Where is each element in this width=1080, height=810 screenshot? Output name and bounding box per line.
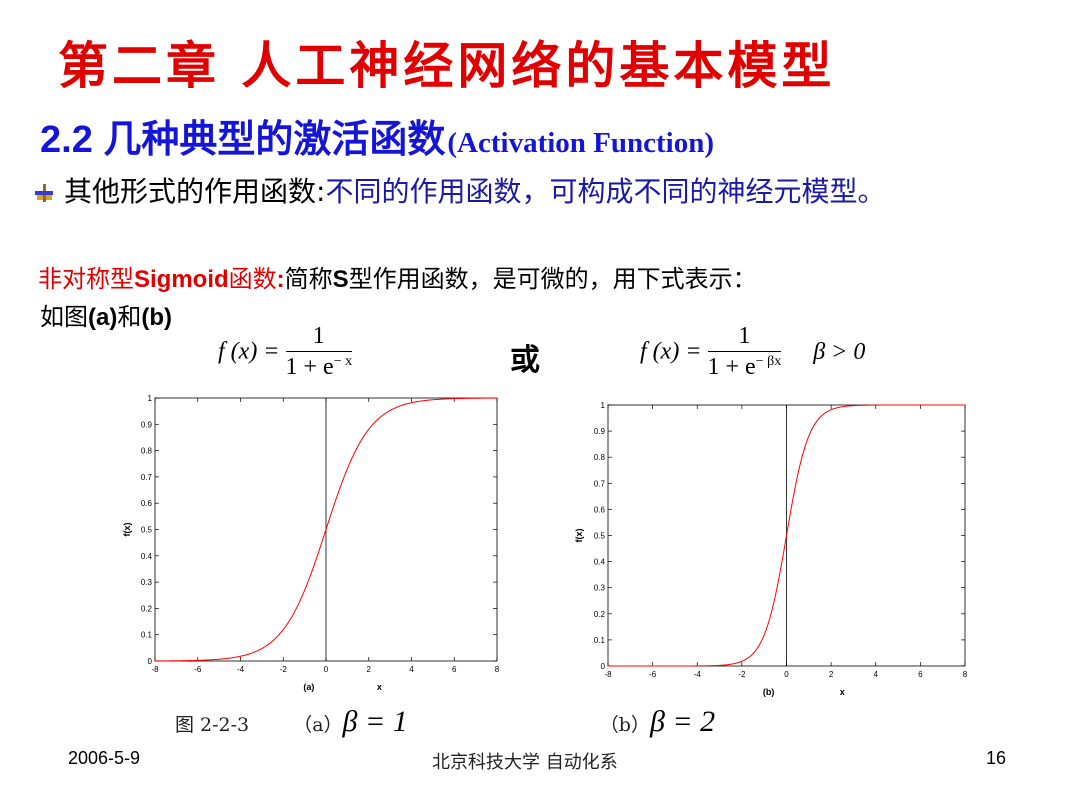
sigmoid-desc-2: 型作用函数，是可微的，用下式表示： bbox=[348, 265, 757, 293]
formula-b-lhs: f (x) = bbox=[640, 338, 702, 365]
y-tick-label: 0.9 bbox=[141, 420, 153, 429]
footer-date: 2006-5-9 bbox=[68, 748, 141, 768]
x-tick-label: -6 bbox=[194, 665, 202, 674]
formula-a-denominator: 1 + e− x bbox=[286, 352, 353, 381]
or-label: 或 bbox=[510, 343, 540, 378]
y-tick-label: 0.8 bbox=[141, 447, 153, 456]
x-tick-label: 0 bbox=[324, 665, 329, 674]
x-tick-label: -2 bbox=[738, 670, 746, 679]
y-tick-label: 0.9 bbox=[594, 427, 606, 436]
x-tick-label: -6 bbox=[649, 670, 657, 679]
formula-b-condition: β > 0 bbox=[813, 338, 866, 365]
figref-text-2: 和 bbox=[117, 303, 142, 331]
figure-caption: 图 2-2-3 （a）β = 1 （b）β = 2 bbox=[175, 705, 715, 739]
y-tick-label: 0.5 bbox=[141, 526, 153, 535]
y-tick-label: 0.5 bbox=[594, 532, 606, 541]
formula-b-fraction: 1 1 + e− βx bbox=[707, 323, 782, 381]
y-tick-label: 0.7 bbox=[141, 473, 153, 482]
formula-a-numerator: 1 bbox=[285, 323, 353, 352]
y-tick-label: 0 bbox=[601, 662, 606, 671]
x-tick-label: -4 bbox=[694, 670, 702, 679]
formula-b: f (x) = 1 1 + e− βx β > 0 bbox=[640, 323, 865, 381]
y-tick-label: 0.4 bbox=[594, 558, 606, 567]
y-tick-label: 0.2 bbox=[141, 604, 153, 613]
subtitle-main: 2.2 几种典型的激活函数 bbox=[40, 119, 446, 161]
footer-page-number: 16 bbox=[986, 748, 1007, 768]
formula-a-den-base: 1 + e bbox=[285, 354, 334, 380]
bullet-paragraph: 其他形式的作用函数:不同的作用函数，可构成不同的神经元模型。 bbox=[34, 175, 1034, 208]
sigmoid-label-cn1: 非对称型 bbox=[38, 265, 134, 293]
formula-a-fraction: 1 1 + e− x bbox=[285, 323, 353, 381]
y-tick-label: 0.7 bbox=[594, 479, 606, 488]
y-tick-label: 0.4 bbox=[141, 552, 153, 561]
panel-label: (b) bbox=[763, 687, 775, 697]
figref-a: (a) bbox=[88, 304, 118, 331]
x-tick-label: -8 bbox=[604, 670, 612, 679]
panel-label: (a) bbox=[303, 682, 314, 692]
formula-a: f (x) = 1 1 + e− x bbox=[218, 323, 353, 381]
formula-b-den-base: 1 + e bbox=[707, 354, 756, 380]
figref-b: (b) bbox=[141, 304, 172, 331]
y-tick-label: 0.2 bbox=[594, 610, 606, 619]
x-tick-label: 4 bbox=[409, 665, 414, 674]
caption-b-label: （b） bbox=[599, 714, 650, 736]
sigmoid-curve bbox=[608, 404, 965, 667]
caption-a-label: （a） bbox=[293, 714, 343, 736]
sigmoid-desc-s: S bbox=[332, 266, 349, 293]
section-subtitle: 2.2 几种典型的激活函数(Activation Function) bbox=[40, 108, 714, 163]
slide-title: 第二章 人工神经网络的基本模型 bbox=[58, 36, 836, 95]
bullet-heading: 其他形式的作用函数 bbox=[64, 175, 317, 208]
bullet-description: 不同的作用函数，可构成不同的神经元模型。 bbox=[325, 175, 886, 208]
y-tick-label: 0.3 bbox=[594, 584, 606, 593]
x-tick-label: 8 bbox=[495, 665, 500, 674]
x-axis-label: x bbox=[377, 682, 382, 692]
chart-a: -8 -6 -4 -2 0 2 4 6 8 0 0.1 0.2 0.3 0.4 0.5 0.6 0.7 0.8 0.… bbox=[122, 394, 500, 692]
formula-b-numerator: 1 bbox=[707, 323, 782, 352]
x-tick-label: -8 bbox=[151, 665, 159, 674]
y-tick-label: 1 bbox=[601, 401, 606, 410]
x-tick-label: 8 bbox=[963, 670, 968, 679]
bullet-colon: : bbox=[316, 175, 326, 208]
x-tick-label: 6 bbox=[918, 670, 923, 679]
sigmoid-label-en: Sigmoid bbox=[134, 266, 229, 293]
y-axis-label: f(x) bbox=[122, 523, 132, 537]
x-tick-label: 4 bbox=[874, 670, 879, 679]
x-tick-label: 2 bbox=[829, 670, 834, 679]
sigmoid-desc-1: 简称 bbox=[284, 265, 333, 293]
sigmoid-label-colon: : bbox=[276, 266, 285, 293]
y-tick-label: 1 bbox=[148, 394, 153, 403]
y-axis-label: f(x) bbox=[574, 529, 584, 543]
subtitle-english: (Activation Function) bbox=[447, 127, 715, 159]
y-tick-label: 0.1 bbox=[141, 631, 153, 640]
figure-reference: 如图(a)和(b) bbox=[40, 297, 172, 332]
caption-a-equation: β = 1 bbox=[342, 705, 408, 738]
x-axis-label: x bbox=[840, 687, 845, 697]
formula-a-den-exp: − x bbox=[333, 354, 353, 369]
sigmoid-label-cn2: 函数 bbox=[228, 265, 277, 293]
y-tick-label: 0.1 bbox=[594, 636, 606, 645]
x-tick-label: 0 bbox=[784, 670, 789, 679]
formula-a-lhs: f (x) = bbox=[218, 338, 280, 365]
y-tick-label: 0.3 bbox=[141, 578, 153, 587]
formula-b-den-exp: − βx bbox=[755, 354, 782, 369]
formula-b-denominator: 1 + e− βx bbox=[708, 352, 782, 381]
x-tick-label: 6 bbox=[452, 665, 457, 674]
chart-b: -8 -6 -4 -2 0 2 4 6 8 0 0.1 0.2 0.3 0.4 0.5 0.6 0.7 0.8 0.… bbox=[574, 401, 968, 697]
y-tick-label: 0.6 bbox=[594, 505, 606, 514]
caption-b-equation: β = 2 bbox=[649, 705, 716, 738]
bullet-icon bbox=[35, 184, 53, 202]
y-tick-label: 0.8 bbox=[594, 453, 606, 462]
x-tick-label: -4 bbox=[237, 665, 245, 674]
y-tick-label: 0 bbox=[148, 657, 153, 666]
x-tick-label: -2 bbox=[280, 665, 288, 674]
figref-text-1: 如图 bbox=[40, 303, 88, 331]
caption-figure-number: 图 2-2-3 bbox=[175, 714, 250, 736]
sigmoid-definition: 非对称型Sigmoid函数:简称S型作用函数，是可微的，用下式表示： bbox=[38, 259, 757, 294]
x-tick-label: 2 bbox=[367, 665, 372, 674]
sigmoid-curve bbox=[155, 397, 497, 662]
y-tick-label: 0.6 bbox=[141, 499, 153, 508]
footer-organization: 北京科技大学 自动化系 bbox=[432, 752, 618, 773]
